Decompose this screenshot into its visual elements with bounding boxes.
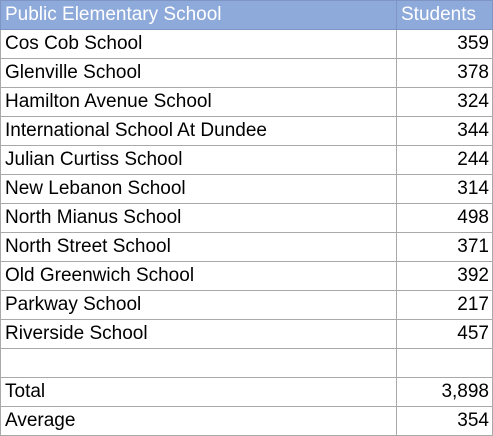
- school-name-cell[interactable]: North Mianus School: [0, 203, 397, 233]
- student-count-cell[interactable]: 378: [396, 58, 493, 88]
- student-count-cell[interactable]: 371: [396, 232, 493, 262]
- table-row: Riverside School 457: [0, 319, 493, 349]
- school-name-cell[interactable]: Parkway School: [0, 290, 397, 320]
- table-row: North Mianus School 498: [0, 203, 493, 233]
- school-name-cell[interactable]: Glenville School: [0, 58, 397, 88]
- average-label-cell[interactable]: Average: [0, 406, 397, 436]
- student-count-cell[interactable]: 324: [396, 87, 493, 117]
- table-row: International School At Dundee 344: [0, 116, 493, 146]
- student-count-cell[interactable]: 359: [396, 29, 493, 59]
- table-row: Cos Cob School 359: [0, 29, 493, 59]
- empty-cell[interactable]: [0, 348, 397, 378]
- student-count-cell[interactable]: 498: [396, 203, 493, 233]
- empty-row: [0, 348, 493, 378]
- student-count-cell[interactable]: 314: [396, 174, 493, 204]
- table-row: Hamilton Avenue School 324: [0, 87, 493, 117]
- school-name-cell[interactable]: Old Greenwich School: [0, 261, 397, 291]
- average-value-cell[interactable]: 354: [396, 406, 493, 436]
- total-value-cell[interactable]: 3,898: [396, 377, 493, 407]
- student-count-cell[interactable]: 344: [396, 116, 493, 146]
- table-row: Julian Curtiss School 244: [0, 145, 493, 175]
- student-count-cell[interactable]: 392: [396, 261, 493, 291]
- table-row: Glenville School 378: [0, 58, 493, 88]
- table-row: New Lebanon School 314: [0, 174, 493, 204]
- table-row: North Street School 371: [0, 232, 493, 262]
- header-row: Public Elementary School Students: [0, 0, 493, 30]
- total-label-cell[interactable]: Total: [0, 377, 397, 407]
- average-row: Average 354: [0, 406, 493, 436]
- school-name-cell[interactable]: Cos Cob School: [0, 29, 397, 59]
- school-name-cell[interactable]: Hamilton Avenue School: [0, 87, 397, 117]
- column-header-students[interactable]: Students: [396, 0, 493, 30]
- table-row: Old Greenwich School 392: [0, 261, 493, 291]
- empty-cell[interactable]: [396, 348, 493, 378]
- school-name-cell[interactable]: New Lebanon School: [0, 174, 397, 204]
- student-count-cell[interactable]: 457: [396, 319, 493, 349]
- student-count-cell[interactable]: 244: [396, 145, 493, 175]
- school-name-cell[interactable]: Julian Curtiss School: [0, 145, 397, 175]
- school-name-cell[interactable]: North Street School: [0, 232, 397, 262]
- table-row: Parkway School 217: [0, 290, 493, 320]
- total-row: Total 3,898: [0, 377, 493, 407]
- school-name-cell[interactable]: International School At Dundee: [0, 116, 397, 146]
- student-count-cell[interactable]: 217: [396, 290, 493, 320]
- column-header-school[interactable]: Public Elementary School: [0, 0, 397, 30]
- school-name-cell[interactable]: Riverside School: [0, 319, 397, 349]
